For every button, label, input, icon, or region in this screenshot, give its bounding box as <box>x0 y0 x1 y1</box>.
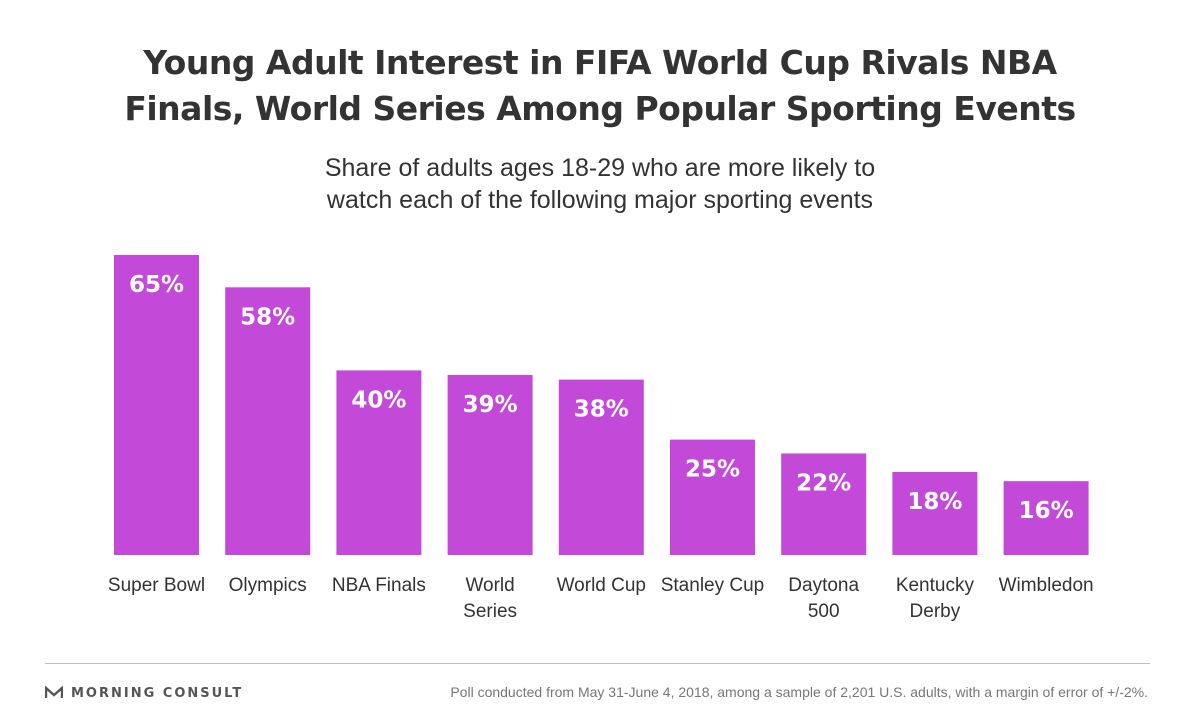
bar-value-label-3: 39% <box>463 392 518 418</box>
brand: MORNING CONSULT <box>45 683 243 703</box>
bar-value-label-8: 16% <box>1019 498 1074 524</box>
bar-8 <box>1003 481 1089 555</box>
bar-2 <box>336 370 422 555</box>
bar-value-label-4: 38% <box>574 397 629 423</box>
bar-4 <box>558 379 644 555</box>
chart-subtitle-line-1: Share of adults ages 18-29 who are more … <box>324 154 876 182</box>
category-label-3: World Series <box>463 575 517 622</box>
bar-value-label-0: 65% <box>129 272 184 298</box>
morning-consult-logo-icon <box>45 686 63 698</box>
chart-title: Young Adult Interest in FIFA World Cup R… <box>0 40 1200 132</box>
bars-group: 65% Super Bowl 58% Olympics 40% NBA Finals 39%… <box>108 255 1094 622</box>
bar-value-label-6: 22% <box>796 470 851 496</box>
chart-subtitle: Share of adults ages 18-29 who are more … <box>0 152 1200 216</box>
category-label-0: Super Bowl <box>108 575 205 596</box>
bar-value-label-1: 58% <box>240 304 295 330</box>
bar-1 <box>225 287 311 555</box>
bar-value-label-5: 25% <box>685 457 740 483</box>
brand-name: MORNING CONSULT <box>71 685 244 701</box>
chart-title-line-2: Finals, World Series Among Popular Sport… <box>124 89 1076 128</box>
category-label-2: NBA Finals <box>332 575 426 596</box>
footnote: Poll conducted from May 31-June 4, 2018,… <box>450 684 1148 700</box>
category-label-6: Daytona 500 <box>788 575 859 622</box>
bar-7 <box>892 471 978 555</box>
category-label-4: World Cup <box>557 575 646 596</box>
category-label-8: Wimbledon <box>999 575 1094 596</box>
bar-6 <box>781 453 867 555</box>
category-label-7: Kentucky Derby <box>896 575 975 622</box>
bar-0 <box>114 255 199 555</box>
footer-divider <box>45 663 1150 664</box>
bar-3 <box>447 375 533 555</box>
bar-value-label-7: 18% <box>907 489 962 515</box>
chart-subtitle-line-2: watch each of the following major sporti… <box>326 186 874 214</box>
bar-value-label-2: 40% <box>351 387 406 413</box>
category-label-1: Olympics <box>229 575 307 596</box>
chart-title-line-1: Young Adult Interest in FIFA World Cup R… <box>143 43 1057 82</box>
bar-5 <box>670 439 755 555</box>
category-label-5: Stanley Cup <box>661 575 765 596</box>
